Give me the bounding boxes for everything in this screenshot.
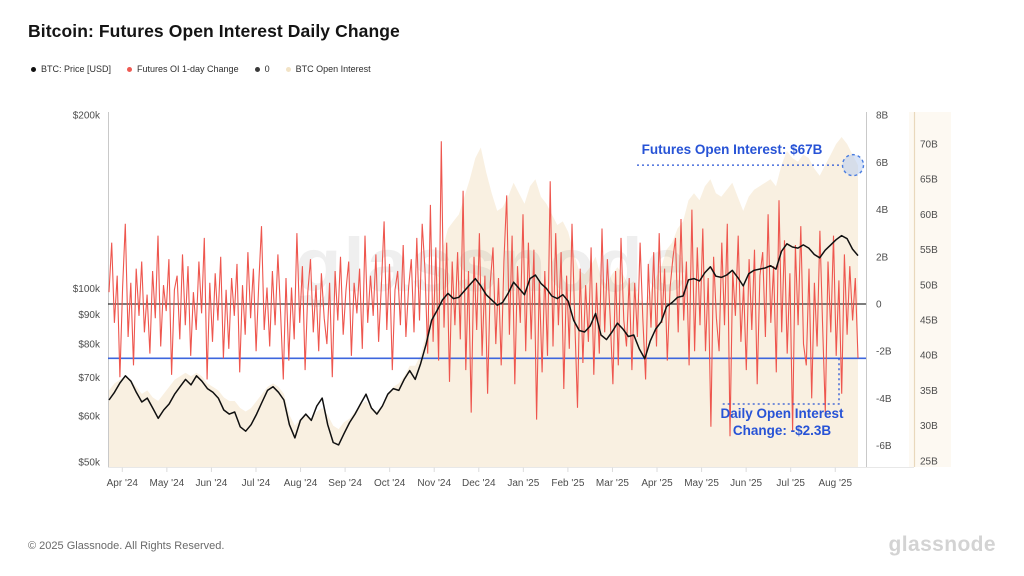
- change-axis-label: 2B: [876, 252, 889, 263]
- change-axis-label: -4B: [876, 394, 892, 405]
- annotation-daily-oi-change-line1: Daily Open Interest: [720, 406, 844, 421]
- x-axis-label: Jul '25: [776, 478, 805, 489]
- oi-axis-label: 25B: [920, 456, 938, 467]
- oi-axis-label: 60B: [920, 210, 938, 221]
- oi-axis-label: 40B: [920, 351, 938, 362]
- legend-label-zero: 0: [264, 64, 270, 74]
- copyright-text: © 2025 Glassnode. All Rights Reserved.: [28, 540, 225, 552]
- change-axis-label: 0: [876, 300, 882, 311]
- x-axis-label: Jul '24: [242, 478, 271, 489]
- x-axis-label: Jun '24: [195, 478, 227, 489]
- legend-label-oi-change: Futures OI 1-day Change: [137, 64, 239, 74]
- legend-item-btc-oi[interactable]: BTC Open Interest: [285, 64, 371, 74]
- x-axis-label: May '25: [684, 478, 719, 489]
- price-axis-label: $50k: [78, 457, 101, 468]
- x-axis-label: May '24: [150, 478, 185, 489]
- oi-change-line: [108, 141, 859, 437]
- price-axis-label: $200k: [73, 111, 101, 122]
- legend: BTC: Price [USD] Futures OI 1-day Change…: [31, 64, 371, 74]
- change-axis-label: -6B: [876, 441, 892, 452]
- oi-axis-label: 55B: [920, 245, 938, 256]
- oi-axis-strip: [909, 112, 951, 467]
- chart-title: Bitcoin: Futures Open Interest Daily Cha…: [28, 21, 400, 41]
- x-axis-label: Feb '25: [551, 478, 584, 489]
- legend-item-zero[interactable]: 0: [254, 64, 270, 74]
- oi-axis-label: 70B: [920, 140, 938, 151]
- x-axis-label: Nov '24: [417, 478, 451, 489]
- price-axis-label: $100k: [73, 284, 101, 295]
- x-axis-label: Aug '25: [818, 478, 852, 489]
- annotation-daily-oi-change: Daily Open Interest Change: -$2.3B: [697, 406, 867, 439]
- daily-change-dotted-line: [722, 358, 840, 405]
- x-axis-label: Mar '25: [596, 478, 629, 489]
- price-axis-label: $90k: [78, 310, 101, 321]
- legend-item-oi-change[interactable]: Futures OI 1-day Change: [127, 64, 239, 74]
- x-axis-label: Aug '24: [284, 478, 318, 489]
- legend-dot-oi-change-icon: [127, 66, 133, 72]
- legend-dot-zero-icon: [254, 66, 260, 72]
- oi-axis-label: 50B: [920, 280, 938, 291]
- oi-axis-label: 45B: [920, 316, 938, 327]
- change-axis-label: 8B: [876, 111, 889, 122]
- x-axis-label: Jun '25: [730, 478, 762, 489]
- x-axis-label: Apr '25: [641, 478, 673, 489]
- oi-axis-label: 65B: [920, 175, 938, 186]
- futures-oi-marker: [841, 153, 865, 177]
- btc-price-line: [108, 234, 859, 446]
- price-axis-label: $60k: [78, 412, 101, 423]
- glassnode-logo: glassnode: [888, 533, 996, 556]
- x-axis-label: Dec '24: [462, 478, 496, 489]
- oi-axis-label: 30B: [920, 421, 938, 432]
- oi-axis-label: 35B: [920, 386, 938, 397]
- x-axis-label: Sep '24: [328, 478, 362, 489]
- x-axis-label: Apr '24: [107, 478, 139, 489]
- x-axis-label: Oct '24: [374, 478, 406, 489]
- price-axis-label: $70k: [78, 373, 101, 384]
- annotation-daily-oi-change-line2: Change: -$2.3B: [732, 422, 832, 438]
- change-axis-label: 4B: [876, 205, 889, 216]
- change-axis-label: 6B: [876, 158, 889, 169]
- legend-label-btc-price: BTC: Price [USD]: [41, 64, 112, 74]
- legend-label-btc-oi: BTC Open Interest: [295, 64, 371, 74]
- legend-item-btc-price[interactable]: BTC: Price [USD]: [31, 64, 111, 74]
- x-axis-label: Jan '25: [507, 478, 539, 489]
- legend-dot-btc-oi-icon: [285, 66, 291, 72]
- legend-dot-btc-price-icon: [31, 66, 36, 72]
- change-axis-label: -2B: [876, 347, 892, 358]
- annotation-futures-open-interest: Futures Open Interest: $67B: [641, 142, 823, 157]
- price-axis-label: $80k: [78, 340, 101, 351]
